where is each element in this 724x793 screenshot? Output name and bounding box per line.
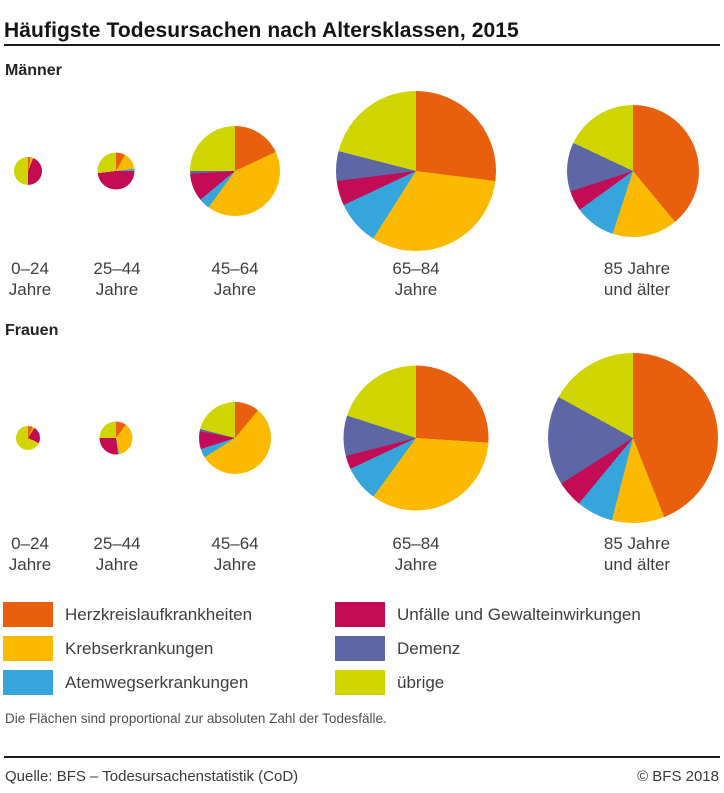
section-label-men: Männer: [5, 62, 62, 79]
legend: Herzkreislaufkrankheiten Krebserkrankung…: [3, 602, 721, 702]
legend-item-herzkreislauf: Herzkreislaufkrankheiten: [3, 602, 252, 627]
age-labels-women: 0–24 Jahre 25–44 Jahre 45–64 Jahre 65–84…: [0, 533, 724, 579]
legend-column-right: Unfälle und Gewalteinwirkungen Demenz üb…: [335, 602, 641, 704]
age-label: 45–64 Jahre: [211, 259, 259, 299]
section-label-women: Frauen: [5, 322, 59, 339]
age-label: 45–64 Jahre: [211, 534, 259, 574]
pie-chart-women-65-84: [343, 365, 489, 511]
legend-item-atemwege: Atemwegserkrankungen: [3, 670, 252, 695]
age-label: 85 Jahre und älter: [603, 259, 671, 299]
pie-row-men: [0, 86, 724, 256]
age-label: 65–84 Jahre: [392, 534, 440, 574]
legend-swatch-atemwege: [3, 670, 53, 695]
age-label: 0–24 Jahre: [8, 259, 52, 299]
legend-item-unfaelle: Unfälle und Gewalteinwirkungen: [335, 602, 641, 627]
age-label: 65–84 Jahre: [392, 259, 440, 299]
legend-swatch-krebs: [3, 636, 53, 661]
legend-swatch-demenz: [335, 636, 385, 661]
pie-chart-men-0-24: [14, 157, 42, 185]
pie-chart-men-45-64: [190, 126, 280, 216]
age-label: 85 Jahre und älter: [603, 534, 671, 574]
pie-chart-women-25-44: [99, 421, 133, 455]
legend-swatch-herzkreislauf: [3, 602, 53, 627]
legend-item-krebs: Krebserkrankungen: [3, 636, 252, 661]
page-title: Häufigste Todesursachen nach Altersklass…: [4, 19, 519, 43]
legend-swatch-uebrige: [335, 670, 385, 695]
proportionality-note: Die Flächen sind proportional zur absolu…: [5, 711, 387, 726]
title-divider: [4, 44, 720, 46]
age-label: 25–44 Jahre: [93, 259, 141, 299]
age-label: 0–24 Jahre: [8, 534, 52, 574]
legend-column-left: Herzkreislaufkrankheiten Krebserkrankung…: [3, 602, 252, 704]
pie-chart-women-0-24: [16, 426, 40, 450]
legend-item-demenz: Demenz: [335, 636, 641, 661]
age-labels-men: 0–24 Jahre 25–44 Jahre 45–64 Jahre 65–84…: [0, 258, 724, 304]
pie-chart-men-85plus: [567, 105, 699, 237]
age-label: 25–44 Jahre: [93, 534, 141, 574]
pie-chart-women-85plus: [548, 353, 718, 523]
pie-chart-men-25-44: [97, 152, 135, 190]
pie-chart-women-45-64: [199, 402, 271, 474]
footer-divider: [4, 756, 720, 758]
pie-row-women: [0, 352, 724, 524]
legend-item-uebrige: übrige: [335, 670, 641, 695]
pie-chart-men-65-84: [336, 91, 496, 251]
legend-swatch-unfaelle: [335, 602, 385, 627]
source-text: Quelle: BFS – Todesursachenstatistik (Co…: [5, 768, 299, 785]
copyright-text: © BFS 2018: [637, 768, 719, 785]
footer: Quelle: BFS – Todesursachenstatistik (Co…: [5, 768, 719, 785]
